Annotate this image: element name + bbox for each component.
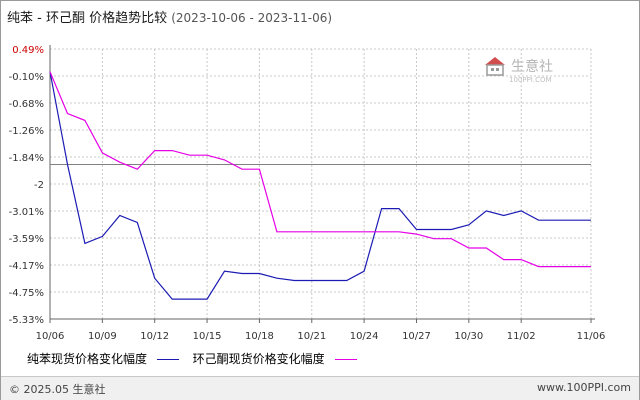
chart-title-main: 纯苯 - 环己酮 价格趋势比较 [7,11,168,26]
chart-title: 纯苯 - 环己酮 价格趋势比较 (2023-10-06 - 2023-11-06… [7,7,332,26]
legend-label-benzene: 纯苯现货价格变化幅度 [27,352,148,366]
y-tick-label: -0.68% [9,99,44,110]
y-tick-label: -2 [34,180,44,191]
legend-label-cyclohexanone: 环己酮现货价格变化幅度 [192,352,325,366]
x-tick-label: 10/12 [140,331,169,342]
line-chart: 生意社 100PPI.COM 0.49% -0.10% -0.68% -1.26% -1… [9,45,606,342]
x-tick-label: 11/06 [577,331,606,342]
y-tick-label: -1.26% [9,126,44,137]
x-tick-label: 10/06 [36,331,65,342]
house-logo-icon [485,57,505,76]
y-tick-label: -3.01% [9,207,44,218]
footer-site-link[interactable]: www.100PPI.com [537,381,631,394]
x-tick-label: 10/30 [454,331,483,342]
legend-item-cyclohexanone: 环己酮现货价格变化幅度 [193,350,357,367]
y-tick-label: -4.17% [9,261,44,272]
legend: 纯苯现货价格变化幅度 环己酮现货价格变化幅度 [27,350,367,366]
y-tick-label: 0.49% [12,45,44,56]
y-tick-label: -3.59% [9,234,44,245]
series [49,71,591,300]
x-tick-label: 10/27 [402,331,431,342]
y-tick-label: -5.33% [9,315,44,326]
footer-copyright: © 2025.05 生意社 [9,383,106,396]
watermark: 生意社 100PPI.COM [485,57,553,84]
legend-swatch-cyclohexanone [334,359,357,360]
x-tick-label: 11/02 [507,331,536,342]
y-tick-label: -4.75% [9,288,44,299]
x-tick-label: 10/15 [193,331,222,342]
x-tick-label: 10/24 [350,331,379,342]
legend-swatch-benzene [156,359,179,360]
axes: 0.49% -0.10% -0.68% -1.26% -1.84% -2 -3.01% -3.… [9,45,606,342]
grid [49,48,592,320]
y-tick-label: -1.84% [9,153,44,164]
chart-title-range: (2023-10-06 - 2023-11-06) [171,11,333,25]
series-line-benzene [49,71,591,300]
series-line-cyclohexanone [49,71,591,268]
footer: © 2025.05 生意社 www.100PPI.com [1,376,639,400]
watermark-brand: 生意社 [511,58,553,75]
watermark-url: 100PPI.COM [509,76,552,84]
x-tick-label: 10/21 [297,331,326,342]
x-tick-label: 10/09 [88,331,117,342]
legend-item-benzene: 纯苯现货价格变化幅度 [27,350,179,367]
x-tick-label: 10/18 [245,331,274,342]
y-tick-label: -0.10% [9,72,44,83]
